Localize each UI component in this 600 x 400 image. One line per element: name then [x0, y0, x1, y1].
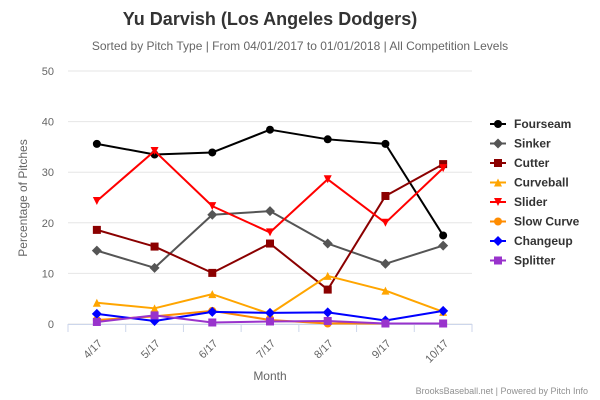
y-tick-label: 10	[42, 268, 54, 280]
legend-item-slider[interactable]: Slider	[490, 195, 548, 209]
data-point-curveball	[323, 271, 332, 280]
data-point-cutter	[208, 268, 217, 277]
data-point-slider	[150, 146, 159, 155]
series-splitter	[92, 311, 448, 328]
legend-marker	[493, 138, 503, 149]
data-point-cutter	[266, 239, 274, 248]
series-line-fourseam	[96, 128, 444, 236]
data-point-cutter	[439, 160, 448, 169]
y-tick-label: 50	[42, 66, 54, 78]
legend-label: Fourseam	[514, 117, 571, 131]
legend-marker	[493, 236, 503, 246]
data-point-sinker	[380, 258, 391, 269]
x-tick-label: 8/17	[312, 338, 336, 362]
legend-marker	[494, 217, 502, 226]
legend-item-changeup[interactable]: Changeup	[490, 234, 573, 248]
data-point-splitter	[92, 317, 101, 326]
y-axis-label: Percentage of Pitches	[16, 139, 30, 256]
series-cutter	[92, 160, 448, 294]
data-point-fourseam	[381, 139, 390, 148]
x-tick-label: 5/17	[139, 338, 163, 362]
data-point-curveball	[92, 298, 101, 307]
series-line-cutter	[96, 163, 444, 291]
data-point-sinker	[91, 245, 102, 256]
legend-item-slow-curve[interactable]: Slow Curve	[490, 215, 580, 229]
legend-item-sinker[interactable]: Sinker	[490, 137, 551, 151]
legend-label: Slider	[514, 195, 548, 209]
series-layer	[91, 125, 449, 328]
y-axis-ticks: 0 10 20 30 40 50	[42, 66, 54, 331]
chart-title: Yu Darvish (Los Angeles Dodgers)	[123, 9, 417, 29]
x-axis-ticks: 4/17 5/17 6/17 7/17 8/17 9/17 10/17	[81, 338, 451, 366]
data-point-sinker	[322, 238, 333, 249]
legend-label: Sinker	[514, 137, 551, 151]
legend-item-splitter[interactable]: Splitter	[490, 254, 556, 268]
data-point-sinker	[438, 240, 449, 251]
legend-marker	[494, 120, 502, 128]
data-point-slider	[439, 164, 448, 173]
legend-label: Splitter	[514, 254, 556, 268]
x-axis-label: Month	[253, 369, 286, 383]
legend-marker	[494, 178, 502, 187]
data-point-cutter	[381, 191, 390, 200]
data-point-fourseam	[266, 125, 274, 134]
data-point-sinker	[265, 206, 275, 217]
data-point-cutter	[323, 285, 332, 294]
legend-marker	[494, 198, 502, 206]
series-sinker	[91, 206, 449, 273]
data-point-splitter	[266, 317, 274, 326]
chart-subtitle: Sorted by Pitch Type | From 04/01/2017 t…	[92, 39, 508, 53]
data-point-cutter	[150, 242, 159, 251]
data-point-sinker	[149, 262, 160, 273]
legend-item-curveball[interactable]: Curveball	[490, 176, 569, 190]
legend[interactable]: Fourseam Sinker Cutter Curveball Slider Slow …	[490, 117, 580, 268]
series-line-sinker	[96, 210, 444, 269]
y-tick-label: 0	[48, 319, 54, 331]
data-point-slider	[208, 202, 217, 211]
y-tick-label: 40	[42, 117, 54, 129]
y-tick-label: 30	[42, 167, 54, 179]
data-point-fourseam	[208, 148, 217, 157]
y-tick-label: 20	[42, 218, 54, 230]
data-point-splitter	[439, 319, 448, 328]
data-point-changeup	[207, 306, 218, 317]
data-point-sinker	[207, 209, 218, 220]
data-point-splitter	[381, 319, 390, 328]
data-point-changeup	[91, 308, 102, 319]
data-point-changeup	[322, 307, 333, 318]
legend-label: Cutter	[514, 156, 550, 170]
data-point-changeup	[438, 305, 449, 316]
data-point-splitter	[150, 311, 159, 320]
legend-item-fourseam[interactable]: Fourseam	[490, 117, 571, 131]
credit-text: BrooksBaseball.net | Powered by Pitch In…	[416, 386, 588, 396]
data-point-fourseam	[92, 139, 101, 148]
data-point-cutter	[92, 225, 101, 234]
data-point-curveball	[208, 290, 217, 299]
data-point-slider	[381, 218, 390, 227]
data-point-slider	[323, 175, 332, 184]
data-point-slider	[92, 197, 101, 206]
x-tick-label: 10/17	[423, 338, 451, 366]
data-point-splitter	[323, 316, 332, 325]
legend-marker	[494, 256, 502, 265]
data-point-slider	[266, 228, 274, 237]
x-tick-label: 4/17	[81, 338, 105, 362]
series-slider	[92, 146, 448, 237]
legend-marker	[494, 159, 502, 167]
data-point-splitter	[208, 318, 217, 327]
data-point-curveball	[381, 286, 390, 295]
legend-label: Slow Curve	[514, 215, 580, 229]
data-point-fourseam	[439, 231, 448, 240]
x-tick-label: 9/17	[370, 338, 394, 362]
x-tick-label: 7/17	[254, 338, 278, 362]
data-point-fourseam	[323, 135, 332, 144]
legend-label: Curveball	[514, 176, 569, 190]
data-point-changeup	[265, 307, 275, 318]
x-tick-label: 6/17	[197, 338, 221, 362]
legend-item-cutter[interactable]: Cutter	[490, 156, 550, 170]
data-point-curveball	[150, 304, 159, 313]
legend-label: Changeup	[514, 234, 573, 248]
